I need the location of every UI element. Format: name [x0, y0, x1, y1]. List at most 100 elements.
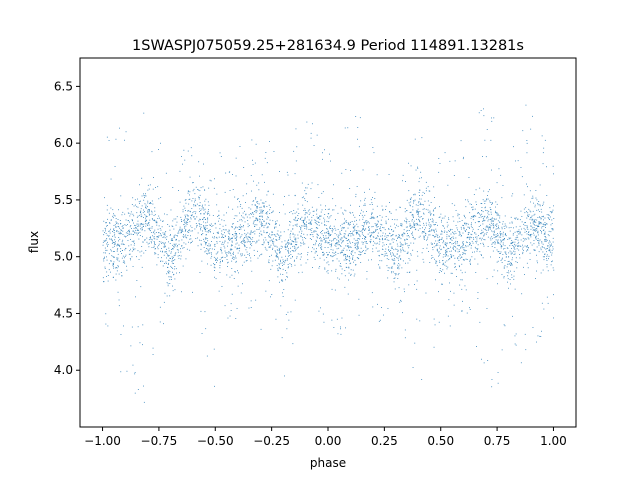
- data-point: [363, 225, 365, 227]
- data-point: [311, 251, 313, 253]
- data-point: [304, 210, 306, 211]
- data-point: [182, 163, 183, 165]
- data-point: [350, 246, 352, 248]
- data-point: [220, 249, 222, 250]
- data-point: [413, 242, 415, 244]
- data-point: [403, 232, 405, 234]
- data-point: [192, 212, 194, 214]
- data-point: [524, 222, 526, 224]
- data-point: [412, 206, 414, 208]
- data-point: [478, 226, 480, 227]
- data-point: [499, 231, 501, 232]
- data-point: [231, 244, 233, 246]
- data-point: [457, 251, 459, 253]
- data-point: [143, 199, 145, 201]
- data-point: [214, 246, 216, 247]
- data-point: [195, 223, 197, 224]
- data-point: [280, 262, 282, 264]
- data-point: [398, 273, 400, 274]
- data-point: [118, 209, 119, 211]
- data-point: [235, 318, 237, 319]
- data-point: [461, 220, 463, 221]
- data-point: [224, 257, 226, 258]
- data-point: [174, 253, 176, 255]
- data-point: [290, 251, 291, 253]
- data-point: [390, 243, 392, 245]
- data-point: [417, 229, 419, 231]
- data-point: [422, 191, 424, 193]
- data-point: [490, 213, 492, 215]
- data-point: [336, 248, 338, 250]
- data-point: [356, 232, 358, 233]
- data-point: [327, 230, 329, 232]
- data-point: [475, 248, 477, 249]
- data-point: [542, 223, 544, 225]
- data-point: [469, 238, 471, 240]
- data-point: [354, 226, 355, 228]
- data-point: [387, 308, 389, 309]
- data-point: [235, 271, 236, 273]
- data-point: [426, 247, 428, 249]
- data-point: [389, 211, 391, 213]
- data-point: [528, 234, 529, 235]
- data-point: [503, 324, 505, 326]
- data-point: [454, 249, 456, 251]
- data-point: [114, 230, 115, 231]
- data-point: [425, 292, 427, 294]
- data-point: [352, 212, 354, 214]
- data-point: [113, 251, 115, 252]
- data-point: [160, 261, 161, 262]
- data-point: [210, 264, 212, 266]
- data-point: [443, 246, 444, 248]
- data-point: [278, 237, 280, 238]
- data-point: [416, 251, 418, 253]
- data-point: [373, 152, 375, 154]
- data-point: [399, 241, 401, 243]
- data-point: [316, 210, 317, 212]
- data-point: [551, 254, 553, 256]
- data-point: [167, 283, 169, 285]
- data-point: [495, 218, 497, 220]
- data-point: [325, 231, 327, 233]
- data-point: [544, 222, 546, 223]
- data-point: [358, 254, 360, 255]
- data-point: [408, 244, 410, 246]
- data-point: [330, 228, 332, 229]
- data-point: [194, 198, 196, 200]
- data-point: [111, 260, 112, 262]
- data-point: [294, 234, 296, 236]
- data-point: [505, 254, 507, 255]
- data-point: [284, 247, 286, 248]
- data-point: [487, 225, 489, 227]
- data-point: [291, 250, 293, 251]
- data-point: [541, 231, 542, 233]
- data-point: [529, 252, 531, 254]
- data-point: [303, 210, 305, 211]
- data-point: [162, 232, 164, 234]
- data-point: [118, 226, 120, 228]
- data-point: [167, 255, 169, 257]
- data-point: [529, 210, 531, 212]
- data-point: [526, 226, 528, 228]
- data-point: [273, 234, 275, 235]
- data-point: [502, 235, 504, 237]
- data-point: [231, 258, 233, 259]
- data-point: [329, 228, 331, 229]
- data-point: [235, 226, 237, 228]
- data-point: [256, 201, 257, 203]
- data-point: [540, 230, 541, 231]
- data-point: [222, 229, 224, 231]
- data-point: [192, 230, 193, 232]
- data-point: [286, 258, 288, 260]
- data-point: [326, 220, 328, 222]
- data-point: [166, 236, 168, 238]
- data-point: [255, 198, 256, 200]
- data-point: [464, 217, 466, 219]
- data-point: [172, 267, 173, 269]
- data-point: [447, 184, 449, 186]
- data-point: [105, 240, 107, 241]
- data-point: [234, 231, 236, 233]
- data-point: [536, 228, 538, 230]
- data-point: [250, 243, 252, 245]
- data-point: [254, 204, 256, 206]
